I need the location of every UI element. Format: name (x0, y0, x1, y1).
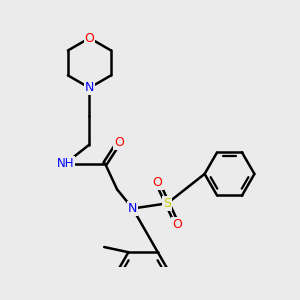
Text: O: O (153, 176, 163, 189)
Text: S: S (163, 197, 171, 210)
Text: N: N (85, 81, 94, 94)
Text: O: O (172, 218, 182, 231)
Text: N: N (128, 202, 137, 215)
Text: NH: NH (56, 157, 74, 170)
Text: O: O (85, 32, 94, 44)
Text: O: O (114, 136, 124, 148)
